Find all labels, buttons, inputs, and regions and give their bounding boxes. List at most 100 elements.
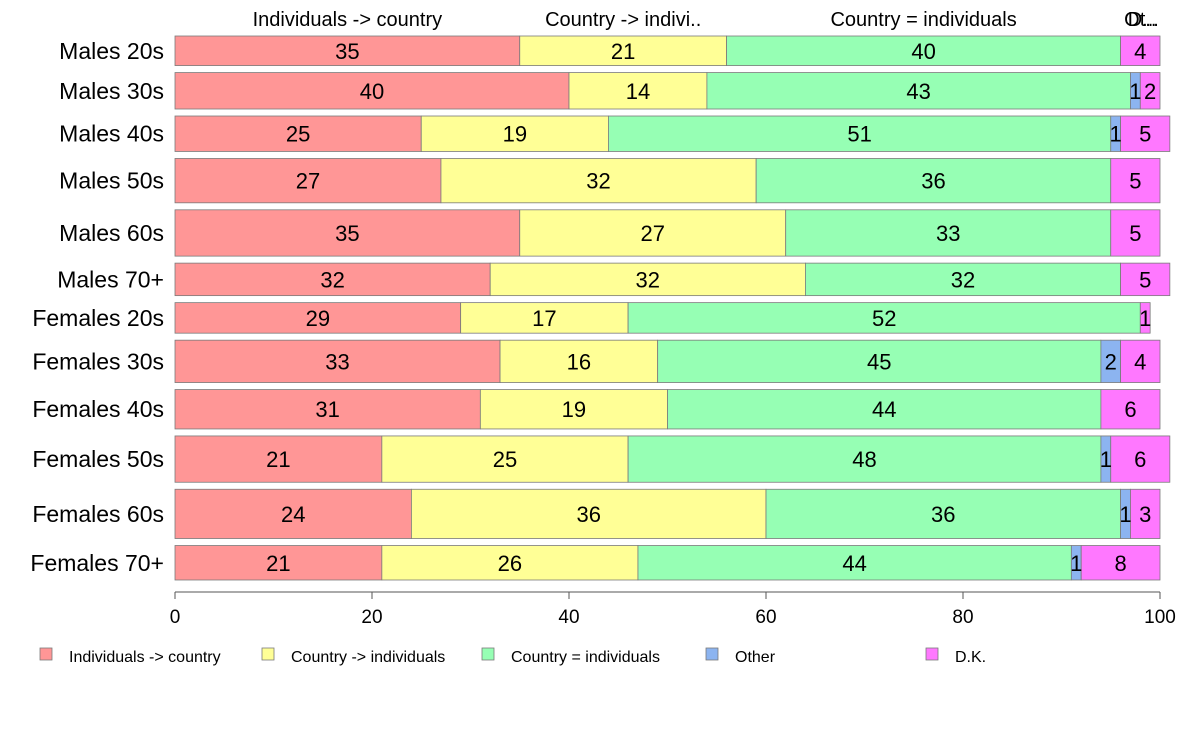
bar-females-50s-d-k [1110, 435, 1171, 483]
data-label-males-40s-other: 1 [1110, 122, 1122, 147]
data-label-males-60s-d-k: 5 [1129, 221, 1141, 246]
data-label-males-20s-country-individuals: 40 [911, 39, 935, 64]
data-label-females-20s-country-individuals: 52 [872, 306, 896, 331]
bar-males-20s-country-individuals [519, 35, 728, 66]
data-label-males-70-d-k: 5 [1139, 267, 1151, 292]
data-label-males-40s-country-individuals: 51 [847, 122, 871, 147]
data-label-females-30s-d-k: 4 [1134, 349, 1146, 374]
data-label-females-20s-d-k: 1 [1139, 306, 1151, 331]
data-label-females-30s-country-individuals: 16 [567, 349, 591, 374]
bar-females-40s-d-k [1100, 389, 1161, 430]
data-label-males-20s-individuals-country: 35 [335, 39, 359, 64]
data-label-males-70-country-individuals: 32 [951, 267, 975, 292]
legend: Individuals -> country Country -> individ… [39, 647, 986, 666]
bar-males-60s-individuals-country [174, 209, 521, 257]
data-label-males-40s-individuals-country: 25 [286, 122, 310, 147]
category-label-males-40s: Males 40s [59, 121, 164, 147]
data-label-females-70-country-individuals: 26 [498, 551, 522, 576]
data-label-females-70-individuals-country: 21 [266, 551, 290, 576]
x-tick-label-0: 0 [170, 607, 181, 628]
legend-label-country-individuals: Country -> individuals [291, 649, 445, 666]
data-label-males-30s-country-individuals: 43 [906, 79, 930, 104]
bar-females-70-d-k [1080, 545, 1161, 581]
data-label-males-30s-d-k: 2 [1144, 79, 1156, 104]
data-label-males-50s-country-individuals: 32 [586, 169, 610, 194]
bar-males-30s-d-k [1139, 72, 1161, 110]
bar-labels-group: 35 21 40 440 14 43 1 225 19 51 1 527 32 36 535 27 33 532 3… [266, 39, 1156, 576]
series-top-label-individuals-country: Individuals -> country [253, 9, 443, 31]
category-label-males-50s: Males 50s [59, 168, 164, 194]
data-label-females-30s-other: 2 [1105, 349, 1117, 374]
data-label-males-50s-country-individuals: 36 [921, 169, 945, 194]
data-label-females-50s-country-individuals: 25 [493, 447, 517, 472]
data-label-males-50s-individuals-country: 27 [296, 169, 320, 194]
category-label-females-50s: Females 50s [32, 446, 164, 472]
bar-females-30s-individuals-country [174, 339, 501, 383]
bar-males-70-country-individuals [489, 262, 806, 297]
category-labels-group: Males 20s Males 30s Males 40s Males 50s Male… [30, 38, 164, 576]
bars-group [174, 35, 1171, 581]
series-top-label-d-k: D... [1128, 9, 1159, 31]
bar-females-20s-country-individuals [460, 302, 629, 334]
bar-females-50s-country-individuals [381, 435, 629, 483]
category-label-females-20s: Females 20s [32, 305, 164, 331]
bar-females-60s-country-individuals [410, 488, 767, 539]
legend-label-individuals-country: Individuals -> country [69, 649, 221, 666]
x-tick-label-40: 40 [558, 607, 579, 628]
bar-females-40s-country-individuals [479, 389, 668, 430]
x-tick-label-100: 100 [1144, 607, 1176, 628]
data-label-females-60s-country-individuals: 36 [931, 502, 955, 527]
data-label-males-20s-country-individuals: 21 [611, 39, 635, 64]
bar-males-50s-d-k [1110, 158, 1161, 204]
bar-males-30s-country-individuals [706, 72, 1131, 110]
data-label-females-60s-individuals-country: 24 [281, 502, 305, 527]
data-label-males-60s-individuals-country: 35 [335, 221, 359, 246]
data-label-males-30s-other: 1 [1129, 79, 1141, 104]
bar-males-60s-country-individuals [519, 209, 787, 257]
x-tick-label-80: 80 [952, 607, 973, 628]
data-label-males-40s-country-individuals: 19 [503, 122, 527, 147]
data-label-females-30s-individuals-country: 33 [325, 349, 349, 374]
legend-swatch-country-individuals [481, 647, 495, 661]
bar-males-20s-country-individuals [726, 35, 1121, 66]
bar-males-70-d-k [1120, 262, 1171, 297]
data-label-females-60s-other: 1 [1119, 502, 1131, 527]
data-label-females-50s-country-individuals: 48 [852, 447, 876, 472]
series-top-label-country-individuals: Country -> indivi.. [545, 9, 701, 31]
data-label-females-40s-individuals-country: 31 [315, 397, 339, 422]
data-label-females-40s-d-k: 6 [1124, 397, 1136, 422]
bar-males-20s-d-k [1120, 35, 1161, 66]
data-label-females-20s-country-individuals: 17 [532, 306, 556, 331]
category-label-males-30s: Males 30s [59, 78, 164, 104]
legend-label-other: Other [735, 649, 776, 666]
bar-males-70-individuals-country [174, 262, 491, 297]
data-label-females-30s-country-individuals: 45 [867, 349, 891, 374]
bar-females-30s-country-individuals [657, 339, 1102, 383]
x-axis: 0 20 40 60 80 100 [170, 591, 1176, 628]
bar-males-20s-individuals-country [174, 35, 521, 66]
data-label-males-30s-country-individuals: 14 [626, 79, 650, 104]
data-label-males-60s-country-individuals: 33 [936, 221, 960, 246]
bar-females-70-country-individuals [637, 545, 1072, 581]
bar-females-20s-d-k [1139, 302, 1151, 334]
bar-males-30s-individuals-country [174, 72, 570, 110]
category-label-females-40s: Females 40s [32, 396, 164, 422]
bar-females-50s-country-individuals [627, 435, 1102, 483]
category-label-males-20s: Males 20s [59, 38, 164, 64]
bar-females-60s-individuals-country [174, 488, 412, 539]
bar-males-60s-d-k [1110, 209, 1161, 257]
series-top-label-other: Ot.. [1124, 9, 1156, 31]
data-label-females-60s-d-k: 3 [1139, 502, 1151, 527]
series-top-label-country-individuals: Country = individuals [830, 9, 1016, 31]
category-label-males-60s: Males 60s [59, 220, 164, 246]
data-label-females-20s-individuals-country: 29 [306, 306, 330, 331]
bar-males-50s-individuals-country [174, 158, 442, 204]
category-label-females-30s: Females 30s [32, 348, 164, 374]
bar-males-50s-country-individuals [755, 158, 1112, 204]
data-label-males-60s-country-individuals: 27 [640, 221, 664, 246]
bar-females-50s-individuals-country [174, 435, 383, 483]
bar-males-40s-country-individuals [608, 115, 1112, 152]
legend-swatch-d-k [925, 647, 939, 661]
data-label-males-70-country-individuals: 32 [636, 267, 660, 292]
